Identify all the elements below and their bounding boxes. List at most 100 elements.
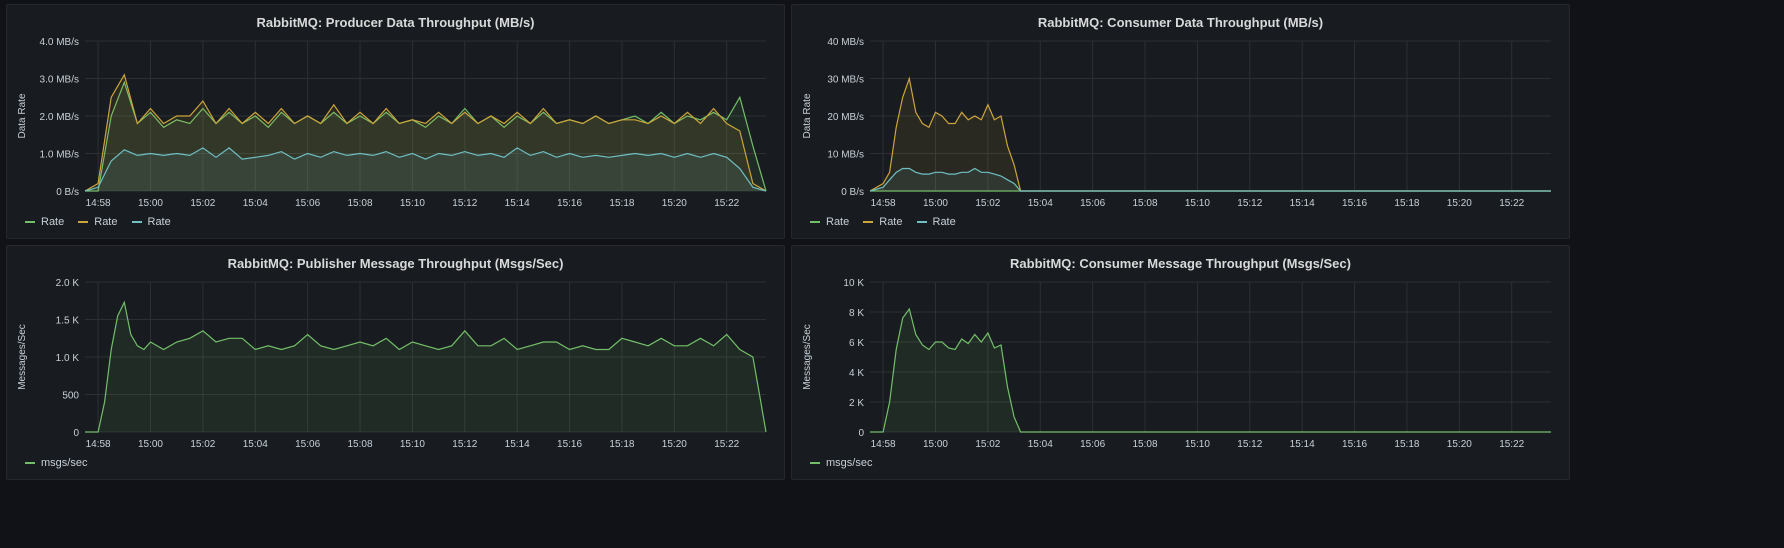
x-tick-label: 15:14 [505,198,530,209]
x-tick-label: 15:22 [1499,439,1524,450]
x-tick-label: 15:02 [975,198,1000,209]
x-tick-label: 15:22 [1499,198,1524,209]
legend-label: Rate [826,216,850,228]
y-tick-label: 40 MB/s [827,37,864,48]
x-tick-label: 15:10 [1185,198,1210,209]
panel-consumer-messages[interactable]: RabbitMQ: Consumer Message Throughput (M… [791,245,1570,480]
y-axis-label: Data Rate [802,93,813,138]
series-area [870,78,1551,191]
series-line [869,76,1551,192]
x-tick-label: 15:10 [400,439,425,450]
legend-label: msgs/sec [826,457,873,469]
chart-producer-data: 0 B/s 1.0 MB/s 2.0 MB/s 3.0 MB/s 4.0 MB/s 14:… [17,37,767,209]
chart-publisher-messages: 0 500 1.0 K 1.5 K 2.0 K 14:58 15:00 15:02 15:04 1… [17,278,767,450]
x-tick-label: 15:00 [138,439,163,450]
legend-label: Rate [94,216,118,228]
y-tick-label: 0 [73,428,79,439]
y-tick-label: 10 MB/s [827,150,864,161]
x-tick-label: 15:14 [1290,439,1315,450]
y-tick-label: 500 [62,391,79,402]
x-tick-label: 15:20 [1447,439,1472,450]
x-tick-label: 15:16 [557,198,582,209]
y-tick-label: 4 K [849,368,864,379]
x-tick-label: 15:02 [975,439,1000,450]
x-tick-label: 15:00 [923,439,948,450]
legend-label: Rate [147,216,171,228]
x-tick-label: 15:16 [1342,198,1367,209]
x-tick-label: 14:58 [86,439,111,450]
legend-label: Rate [932,216,956,228]
series-area [85,147,766,191]
x-tick-label: 15:08 [348,198,373,209]
x-tick-label: 15:16 [1342,439,1367,450]
x-tick-label: 15:10 [400,198,425,209]
panel-producer-data[interactable]: RabbitMQ: Producer Data Throughput (MB/s… [6,4,785,239]
y-tick-label: 2.0 K [56,278,80,289]
legend-item[interactable]: Rate [810,216,849,228]
x-tick-label: 15:10 [1185,439,1210,450]
x-tick-label: 15:18 [609,198,634,209]
series-line [869,167,1551,192]
series-area [870,309,1551,432]
y-tick-label: 30 MB/s [827,75,864,86]
x-tick-label: 15:12 [452,198,477,209]
y-tick-label: 1.5 K [56,316,80,327]
panel-publisher-messages[interactable]: RabbitMQ: Publisher Message Throughput (… [6,245,785,480]
x-tick-label: 15:02 [190,198,215,209]
x-tick-label: 15:22 [714,198,739,209]
series-area [85,82,766,191]
legend-item[interactable]: Rate [863,216,903,228]
series-line [85,80,767,192]
y-axis-label: Messages/Sec [17,324,28,390]
x-tick-label: 15:06 [1080,198,1105,209]
y-tick-label: 0 B/s [56,187,79,198]
y-tick-label: 2.0 MB/s [40,112,79,123]
y-tick-label: 1.0 K [56,353,80,364]
legend-item[interactable]: Rate [131,216,171,228]
y-tick-label: 6 K [849,338,864,349]
x-tick-label: 15:00 [923,198,948,209]
panel-title: RabbitMQ: Producer Data Throughput (MB/s… [256,15,535,30]
legend-label: Rate [879,216,903,228]
x-tick-label: 15:20 [662,439,687,450]
legend-item[interactable]: msgs/sec [810,457,872,469]
legend: Rate Rate Rate [25,216,171,228]
legend-item[interactable]: Rate [78,216,118,228]
y-axis-label: Data Rate [17,93,28,138]
y-tick-label: 3.0 MB/s [40,75,79,86]
x-tick-label: 14:58 [871,439,896,450]
x-tick-label: 15:18 [1394,198,1419,209]
x-tick-label: 15:20 [1447,198,1472,209]
series-line [870,307,1551,433]
legend-item[interactable]: Rate [916,216,956,228]
x-tick-label: 15:12 [1237,198,1262,209]
x-tick-label: 15:14 [1290,198,1315,209]
series-area [85,74,766,191]
series-area [85,302,766,432]
series-line [84,73,767,192]
chart-consumer-data: 0 B/s 10 MB/s 20 MB/s 30 MB/s 40 MB/s 14:58 15… [802,37,1551,209]
panel-consumer-data[interactable]: RabbitMQ: Consumer Data Throughput (MB/s… [791,4,1570,239]
x-tick-label: 14:58 [86,198,111,209]
legend-item[interactable]: Rate [25,216,64,228]
x-tick-label: 15:04 [1028,198,1053,209]
x-tick-label: 15:08 [348,439,373,450]
legend-item[interactable]: msgs/sec [25,457,87,469]
x-tick-label: 15:08 [1133,198,1158,209]
x-tick-label: 15:22 [714,439,739,450]
x-tick-label: 15:20 [662,198,687,209]
legend: msgs/sec [25,457,87,469]
x-tick-label: 15:18 [609,439,634,450]
legend-label: msgs/sec [41,457,88,469]
y-tick-label: 8 K [849,308,864,319]
y-axis-label: Messages/Sec [802,324,813,390]
panel-title: RabbitMQ: Publisher Message Throughput (… [227,256,564,271]
legend: msgs/sec [810,457,872,469]
x-tick-label: 14:58 [871,198,896,209]
y-tick-label: 10 K [843,278,864,289]
x-tick-label: 15:06 [1080,439,1105,450]
x-tick-label: 15:02 [190,439,215,450]
panel-title: RabbitMQ: Consumer Data Throughput (MB/s… [1037,15,1324,30]
legend: Rate Rate Rate [810,216,956,228]
y-tick-label: 2 K [849,398,864,409]
